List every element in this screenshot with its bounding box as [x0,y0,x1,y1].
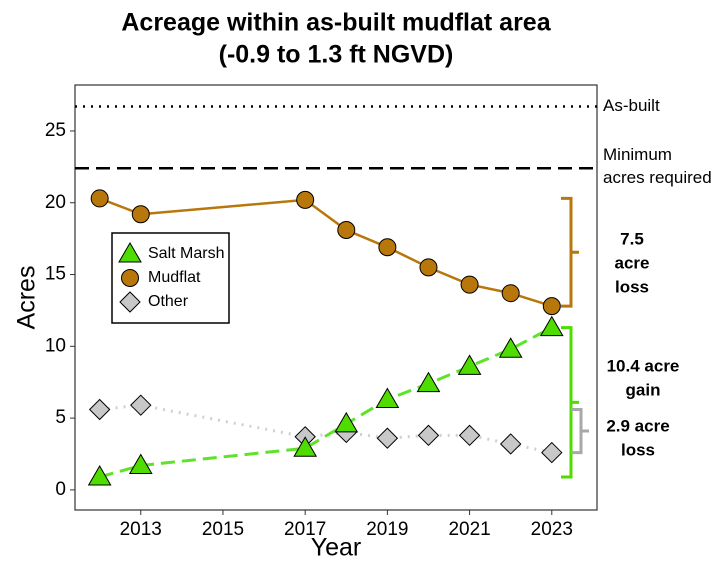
reference-label: As-built [603,96,660,115]
x-tick-label: 2023 [531,519,573,540]
y-tick-label: 15 [45,264,66,285]
annotation: loss [621,440,655,459]
marker [499,433,522,455]
marker [416,371,441,393]
series-line [99,326,553,479]
x-tick-label: 2017 [284,519,326,540]
bracket [571,407,589,455]
marker [88,398,111,421]
y-tick-label: 5 [55,407,66,428]
annotation: acre [615,253,650,272]
marker [130,394,152,416]
annotation: 7.5 [620,229,644,248]
chart-title: Acreage within as-built mudflat area [121,9,551,37]
y-tick-label: 10 [45,335,66,356]
annotation: gain [626,380,661,399]
marker [501,284,520,303]
y-tick-label: 0 [55,479,66,500]
y-tick-label: 20 [45,192,66,213]
x-tick-label: 2013 [120,519,162,540]
marker [378,238,397,257]
annotation: loss [615,277,649,296]
annotation: 10.4 acre [607,356,680,375]
x-axis-label: Year [311,534,362,562]
series-line [99,403,553,455]
marker [419,258,438,277]
legend-label: Salt Marsh [148,245,224,262]
marker [376,427,399,449]
x-tick-label: 2019 [366,519,408,540]
marker [542,297,561,316]
annotation: 2.9 acre [606,416,669,435]
x-tick-label: 2021 [448,519,490,540]
legend: Salt Marsh Mudflat Other [111,232,230,324]
legend-label: Mudflat [148,269,201,286]
marker [457,354,482,375]
marker [87,464,112,486]
reference-label: acres required [603,168,712,187]
marker [375,387,400,408]
legend-marker [121,269,139,287]
legend-label: Other [148,293,189,310]
marker [334,411,359,433]
y-axis-label: Acres [13,266,41,330]
bracket [561,326,579,479]
marker [90,189,109,208]
marker [541,441,563,464]
marker [337,221,356,240]
y-tick-label: 25 [45,120,66,141]
marker [498,337,523,358]
marker [460,275,479,294]
legend-marker [119,291,141,313]
marker [293,436,318,457]
marker [296,190,315,209]
reference-label: Minimum [603,145,672,164]
marker [458,424,481,447]
chart-title: (-0.9 to 1.3 ft NGVD) [219,41,454,69]
plot-frame [74,84,598,511]
bracket [561,196,579,308]
marker [539,315,564,337]
legend-marker [118,242,142,263]
marker [128,453,153,474]
x-tick-label: 2015 [202,519,244,540]
marker [131,205,150,224]
marker [417,424,440,447]
